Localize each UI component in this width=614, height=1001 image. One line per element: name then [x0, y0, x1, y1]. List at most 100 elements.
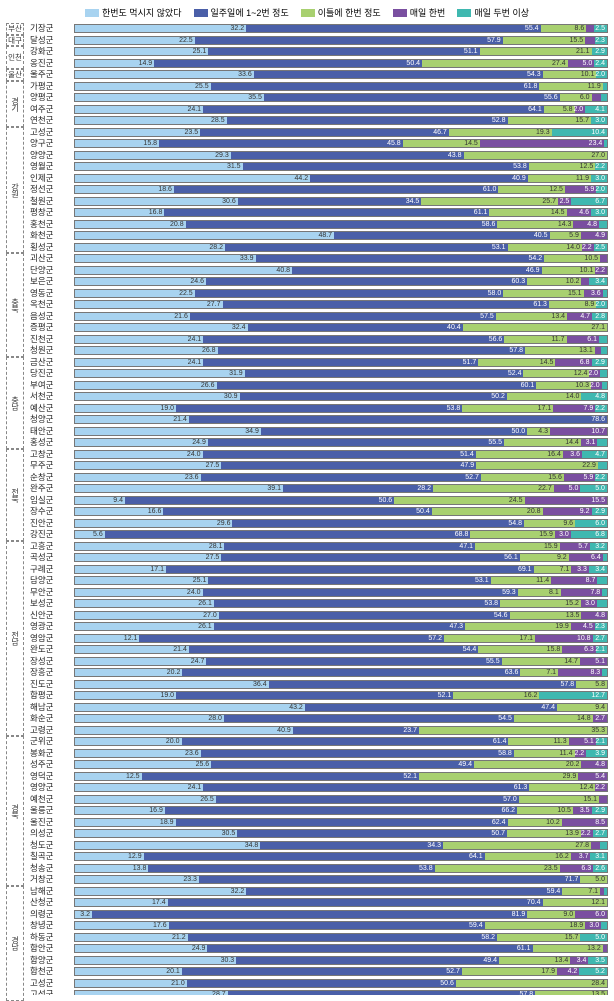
bar-segment [603, 945, 607, 952]
bar-segment: 24.1 [75, 359, 203, 366]
county-label: 고령군 [28, 725, 74, 737]
bar-value: 2.2 [595, 474, 607, 481]
bar-segment: 57.8 [228, 991, 535, 995]
bar-value: 30.9 [224, 393, 240, 400]
stacked-bar: 28.253.114.02.22.5 [74, 243, 608, 252]
county-label: 구례군 [28, 564, 74, 576]
bar-value: 2.3 [595, 623, 607, 630]
county-label: 무주군 [28, 460, 74, 472]
bar-value: 50.2 [491, 393, 507, 400]
county-label: 평창군 [28, 207, 74, 219]
bar-segment: 47.4 [305, 704, 557, 711]
chart-row: 무주군27.547.922.9 [6, 460, 608, 472]
bar-value: 27.0 [203, 612, 219, 619]
bar-value: 61.3 [514, 784, 530, 791]
bar-segment: 16.2 [453, 692, 539, 699]
bar-segment: 50.4 [154, 60, 422, 67]
stacked-bar: 30.950.214.04.8 [74, 392, 608, 401]
bar-value: 47.3 [449, 623, 465, 630]
bar-segment: 43.8 [231, 152, 464, 159]
bar-value: 30.6 [222, 198, 238, 205]
bar-value: 49.4 [483, 957, 499, 964]
stacked-bar: 19.053.817.17.92.2 [74, 404, 608, 413]
bar-segment: 43.2 [75, 704, 305, 711]
bar-value: 58.8 [498, 750, 514, 757]
bar-segment: 5.0 [568, 60, 595, 67]
bar-value: 2.5 [595, 25, 607, 32]
bar-value: 5.4 [595, 773, 607, 780]
bar-value: 28.5 [211, 117, 227, 124]
bar-value: 5.0 [582, 60, 594, 67]
chart-row: 신안군27.054.613.54.8 [6, 610, 608, 622]
bar-value: 6.7 [595, 198, 607, 205]
bar-value: 2.2 [582, 244, 594, 251]
bar-value: 51.1 [464, 48, 480, 55]
bar-segment: 48.7 [75, 232, 334, 239]
bar-segment: 24.0 [75, 451, 203, 458]
county-label: 보성군 [28, 598, 74, 610]
stacked-bar: 32.255.48.62.5 [74, 24, 608, 33]
county-label: 옹진군 [28, 58, 74, 70]
bar-segment: 21.4 [75, 416, 189, 423]
bar-segment: 70.4 [168, 899, 543, 906]
bar-segment: 2.2 [595, 784, 607, 791]
bar-value: 52.7 [465, 474, 481, 481]
stacked-bar: 20.858.614.34.8 [74, 220, 608, 229]
bar-segment: 2.9 [592, 807, 607, 814]
county-label: 임실군 [28, 495, 74, 507]
bar-value: 29.9 [563, 773, 579, 780]
bar-value: 24.1 [188, 784, 204, 791]
bar-value: 55.4 [525, 25, 541, 32]
bar-segment: 12.4 [523, 370, 589, 377]
chart-row: 칠곡군12.964.116.23.73.1 [6, 851, 608, 863]
bar-segment: 15.1 [519, 796, 599, 803]
bar-value: 5.1 [584, 738, 596, 745]
bar-value: 59.4 [469, 922, 485, 929]
chart-row: 장흥군20.263.67.18.3 [6, 667, 608, 679]
bar-segment: 25.6 [75, 761, 211, 768]
bar-segment: 2.2 [595, 474, 607, 481]
bar-segment [602, 669, 607, 676]
bar-value: 13.5 [591, 991, 607, 995]
province-group: 경기 [6, 81, 24, 127]
bar-segment: 40.4 [248, 324, 463, 331]
chart-row: 달성군22.557.915.52.3 [6, 35, 608, 47]
county-label: 진안군 [28, 518, 74, 530]
bar-value: 32.4 [232, 324, 248, 331]
bar-segment: 23.6 [75, 474, 201, 481]
chart-row: 양평군35.555.66.0 [6, 92, 608, 104]
bar-value: 19.9 [555, 623, 571, 630]
chart-row: 음성군21.657.513.44.72.8 [6, 311, 608, 323]
bar-segment: 9.0 [527, 911, 575, 918]
legend: 한번도 먹시지 않았다일주일에 1~2번 정도이틀에 한번 정도매일 한번매일 … [0, 0, 614, 23]
bar-value: 47.9 [460, 462, 476, 469]
bar-segment: 58.2 [188, 934, 497, 941]
stacked-bar: 34.834.327.8 [74, 841, 608, 850]
stacked-bar: 24.755.514.75.1 [74, 657, 608, 666]
chart-row: 화순군28.054.514.82.7 [6, 713, 608, 725]
stacked-bar: 26.660.110.32.0 [74, 381, 608, 390]
bar-segment: 5.7 [560, 543, 590, 550]
bar-segment: 15.9 [470, 531, 555, 538]
stacked-bar: 24.151.714.56.82.9 [74, 358, 608, 367]
bar-segment: 27.5 [75, 462, 221, 469]
chart-row: 의령군3.281.99.06.0 [6, 909, 608, 921]
county-label: 완도군 [28, 644, 74, 656]
bar-segment: 3.6 [563, 451, 582, 458]
bar-segment [598, 462, 607, 469]
bar-value: 5.1 [595, 658, 607, 665]
chart-row: 청도군34.834.327.8 [6, 840, 608, 852]
bar-value: 4.7 [580, 313, 592, 320]
stacked-bar: 18.661.012.55.92.0 [74, 185, 608, 194]
bar-segment: 4.2 [557, 968, 579, 975]
bar-value: 53.1 [475, 577, 491, 584]
county-label: 함양군 [28, 955, 74, 967]
bar-segment: 32.4 [75, 324, 248, 331]
bar-segment: 17.6 [75, 922, 169, 929]
bar-segment: 21.0 [75, 980, 187, 987]
bar-segment: 30.5 [75, 830, 237, 837]
bar-segment: 5.9 [565, 186, 596, 193]
bar-value: 17.9 [541, 968, 557, 975]
bar-value: 2.9 [595, 359, 607, 366]
chart-row: 고창군24.051.416.43.64.7 [6, 449, 608, 461]
